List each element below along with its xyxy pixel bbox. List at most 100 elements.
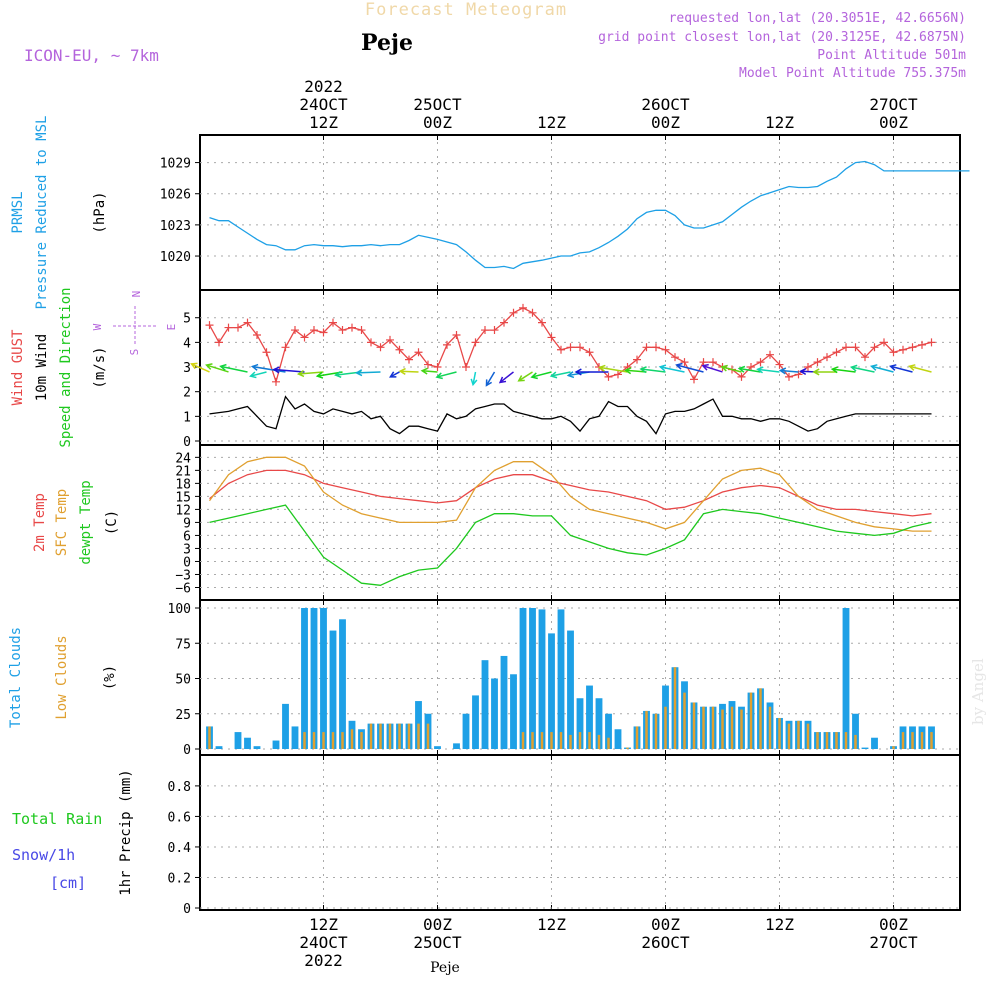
bottom-hour-label: 12Z xyxy=(309,915,338,934)
wind-arrow-head xyxy=(498,376,507,384)
low-cloud-bar xyxy=(312,732,316,749)
point-altitude: Point Altitude 501m xyxy=(817,48,966,63)
wind-arrow xyxy=(721,366,742,373)
low-cloud-bar xyxy=(379,723,382,749)
label-total-rain: Total Rain xyxy=(12,810,102,828)
y-tick-label: 15 xyxy=(175,490,191,505)
wind-arrow xyxy=(220,365,248,373)
wind-arrow xyxy=(551,371,571,377)
y-tick-label: 6 xyxy=(183,529,191,544)
gridpoint-coords: grid point closest lon,lat (20.3125E, 42… xyxy=(598,30,966,45)
wind-arrow xyxy=(191,363,210,373)
gust-point xyxy=(547,333,556,342)
gust-point xyxy=(604,372,613,381)
panel-wind: 0 1 2 3 4 5 Wind GUST 10m Wind Speed and Directi… xyxy=(10,287,961,450)
total-cloud-bar xyxy=(472,695,479,749)
gust-point xyxy=(842,343,850,352)
bottom-day-label: 26OCT xyxy=(641,933,690,952)
station-name: Peje xyxy=(361,30,413,56)
gust-point xyxy=(566,343,575,352)
gust-point xyxy=(424,360,432,369)
gust-point xyxy=(699,358,708,367)
low-cloud-bar xyxy=(521,732,525,749)
gust-point xyxy=(224,323,233,332)
wind-arrow-head xyxy=(639,366,647,374)
compass-letter: W xyxy=(91,323,104,330)
total-cloud-bar xyxy=(500,655,508,749)
y-tick-label: 1029 xyxy=(160,157,191,172)
low-cloud-bar xyxy=(588,732,591,749)
bottom-hour-label: 12Z xyxy=(537,915,566,934)
gust-point xyxy=(785,372,793,381)
low-cloud-bar xyxy=(806,723,810,749)
gust-point xyxy=(642,343,651,352)
y-tick-label: 0 xyxy=(183,743,191,758)
wind-arrow xyxy=(422,369,438,373)
low-cloud-bar xyxy=(930,732,933,749)
low-cloud-bar xyxy=(578,732,582,749)
y-tick-label: 50 xyxy=(175,673,191,688)
bottom-hour-label: 00Z xyxy=(651,915,680,934)
low-cloud-bar xyxy=(303,732,306,749)
requested-coords: requested lon,lat (20.3051E, 42.6656N) xyxy=(669,11,966,26)
total-cloud-bar xyxy=(253,746,261,749)
gust-point xyxy=(737,372,746,381)
gust-point xyxy=(500,318,508,327)
gust-point xyxy=(319,328,328,337)
gust-point xyxy=(538,318,546,327)
low-cloud-bar xyxy=(208,726,211,749)
total-cloud-bar xyxy=(586,685,593,749)
gust-point xyxy=(908,343,917,352)
gust-point xyxy=(756,358,765,367)
footer-station: Peje xyxy=(430,960,460,976)
gust-point xyxy=(614,370,622,379)
wind-arrow-head xyxy=(566,371,575,379)
total-cloud-bar xyxy=(842,608,850,749)
gust-point xyxy=(633,355,641,364)
total-cloud-bar xyxy=(519,608,527,749)
credit-watermark: by Angel xyxy=(969,658,987,725)
wind-arrow xyxy=(871,365,894,373)
gust-point xyxy=(804,363,812,372)
low-cloud-bar xyxy=(740,709,743,749)
y-tick-label: 3 xyxy=(183,542,191,557)
gust-point xyxy=(823,353,831,362)
bottom-hour-label: 12Z xyxy=(765,915,794,934)
y-label-dewpt: dewpt Temp xyxy=(78,480,94,564)
gust-point xyxy=(813,358,822,367)
wind-arrow-head xyxy=(190,362,198,370)
model-altitude: Model Point Altitude 755.375m xyxy=(739,66,966,81)
compass-letter: N xyxy=(130,291,143,298)
total-cloud-bar xyxy=(510,674,517,749)
wind-arrow xyxy=(472,371,477,385)
wind-arrow-head xyxy=(388,371,397,378)
total-cloud-bar xyxy=(595,698,603,749)
wind-arrow-head xyxy=(849,364,858,372)
low-cloud-bar xyxy=(531,732,534,749)
y-tick-label: 5 xyxy=(183,312,191,327)
compass-letter: E xyxy=(165,324,178,331)
total-cloud-bar xyxy=(272,740,280,749)
gust-point xyxy=(310,326,318,335)
low-cloud-bar xyxy=(854,734,857,749)
y-label-units: (hPa) xyxy=(92,191,108,233)
total-cloud-bar xyxy=(244,737,251,749)
gust-point xyxy=(576,343,584,352)
wind-arrow-head xyxy=(435,372,443,380)
y-label-units: (m/s) xyxy=(92,346,108,388)
gust-point xyxy=(376,343,385,352)
gust-point xyxy=(272,377,280,386)
wind-arrow-head xyxy=(907,364,916,371)
low-cloud-bar xyxy=(797,720,800,749)
gust-point xyxy=(215,338,223,347)
y-label-low-clouds: Low Clouds xyxy=(54,635,70,719)
gust-point xyxy=(832,348,841,357)
low-cloud-bar xyxy=(844,732,848,749)
y-tick-label: 25 xyxy=(175,708,191,723)
total-cloud-bar xyxy=(852,713,859,749)
top-hour-label: 00Z xyxy=(651,113,680,132)
y-label-sfc-temp: SFC Temp xyxy=(54,489,70,556)
wind-arrow-head xyxy=(249,371,257,379)
compass-letter: S xyxy=(128,349,141,356)
